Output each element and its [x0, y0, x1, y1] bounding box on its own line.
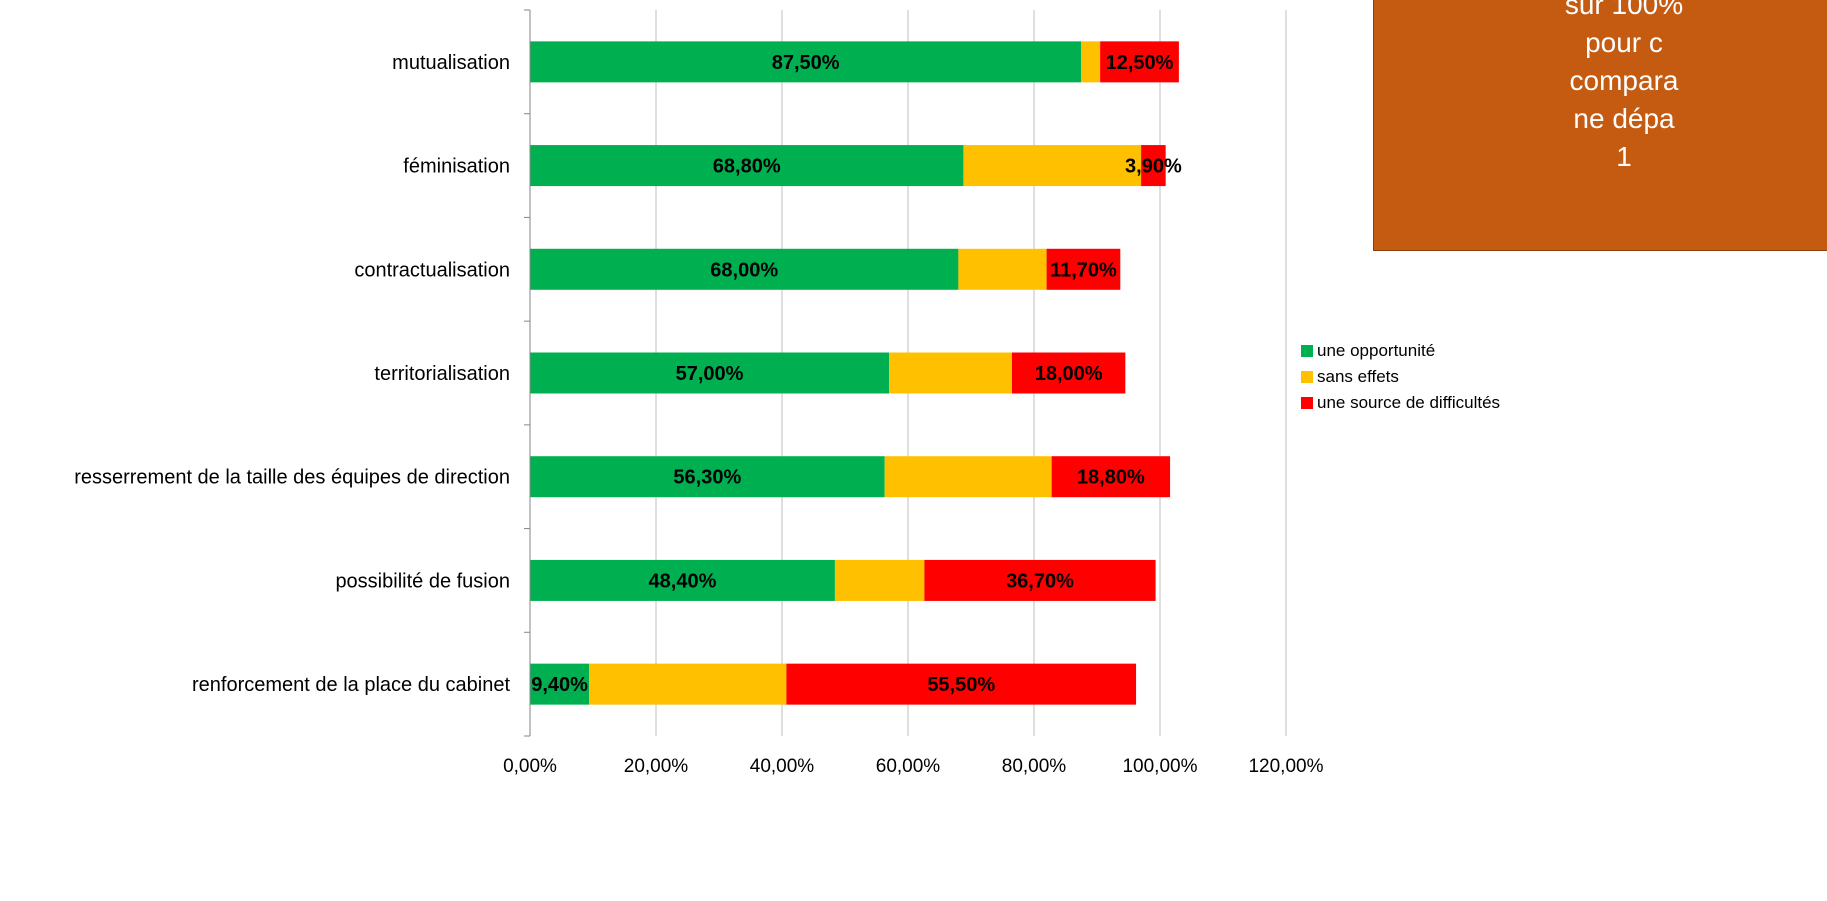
data-label: 68,00%	[710, 259, 778, 281]
category-label: contractualisation	[354, 259, 510, 281]
data-label: 3,90%	[1125, 156, 1182, 178]
legend-label-difficultes: une source de difficultés	[1317, 393, 1501, 412]
data-label: 48,40%	[649, 570, 717, 592]
legend-item-opportunite: une opportunité	[1301, 338, 1500, 364]
legend-label-sans-effets: sans effets	[1317, 367, 1399, 386]
bar-segment	[530, 352, 890, 394]
data-label: 18,00%	[1035, 363, 1103, 385]
legend-swatch-difficultes	[1301, 397, 1313, 409]
legend: une opportunité sans effets une source d…	[1301, 338, 1500, 416]
bar-segment	[589, 663, 787, 705]
data-label: 55,50%	[927, 674, 995, 696]
x-tick-label: 20,00%	[624, 756, 689, 777]
x-tick-label: 0,00%	[503, 756, 557, 777]
bar-segment	[889, 352, 1012, 394]
bar-segment	[530, 145, 964, 187]
bar-segment	[963, 145, 1142, 187]
bar-segment	[786, 663, 1137, 705]
x-tick-label: 100,00%	[1122, 756, 1197, 777]
legend-swatch-opportunite	[1301, 345, 1313, 357]
bar-segment	[530, 663, 590, 705]
bar-segment	[530, 41, 1082, 83]
data-label: 68,80%	[713, 156, 781, 178]
x-tick-label: 40,00%	[750, 756, 815, 777]
data-label: 9,40%	[531, 674, 588, 696]
x-tick-label: 120,00%	[1248, 756, 1323, 777]
category-label: mutualisation	[392, 52, 510, 74]
legend-swatch-sans-effets	[1301, 371, 1313, 383]
data-label: 11,70%	[1050, 259, 1117, 281]
x-tick-label: 60,00%	[876, 756, 941, 777]
bar-segment	[1100, 41, 1179, 83]
bar-segment	[530, 559, 835, 601]
data-label: 12,50%	[1106, 52, 1174, 74]
bar-segment	[834, 559, 925, 601]
x-tick-label: 80,00%	[1002, 756, 1067, 777]
bar-segment	[924, 559, 1156, 601]
legend-item-difficultes: une source de difficultés	[1301, 390, 1500, 416]
bar-segment	[1046, 248, 1121, 290]
bar-segment	[884, 456, 1052, 498]
bar-segment	[530, 248, 959, 290]
data-label: 87,50%	[772, 52, 840, 74]
data-label: 36,70%	[1006, 570, 1074, 592]
category-label: renforcement de la place du cabinet	[192, 674, 510, 696]
legend-item-sans-effets: sans effets	[1301, 364, 1500, 390]
bar-segment	[1141, 145, 1166, 187]
legend-label-opportunite: une opportunité	[1317, 341, 1436, 360]
bar-segment	[530, 456, 885, 498]
note-box: sur 100% pour c compara ne dépa 1	[1373, 0, 1827, 251]
bar-segment	[958, 248, 1047, 290]
data-label: 57,00%	[676, 363, 744, 385]
data-label: 56,30%	[673, 467, 741, 489]
category-label: territorialisation	[374, 363, 510, 385]
bar-segment	[1081, 41, 1101, 83]
category-label: féminisation	[403, 156, 510, 178]
data-label: 18,80%	[1077, 467, 1145, 489]
note-text: sur 100% pour c compara ne dépa 1	[1564, 0, 1684, 172]
bar-segment	[1051, 456, 1171, 498]
category-label: resserrement de la taille des équipes de…	[74, 467, 510, 489]
category-label: possibilité de fusion	[335, 570, 510, 592]
bar-segment	[1011, 352, 1126, 394]
